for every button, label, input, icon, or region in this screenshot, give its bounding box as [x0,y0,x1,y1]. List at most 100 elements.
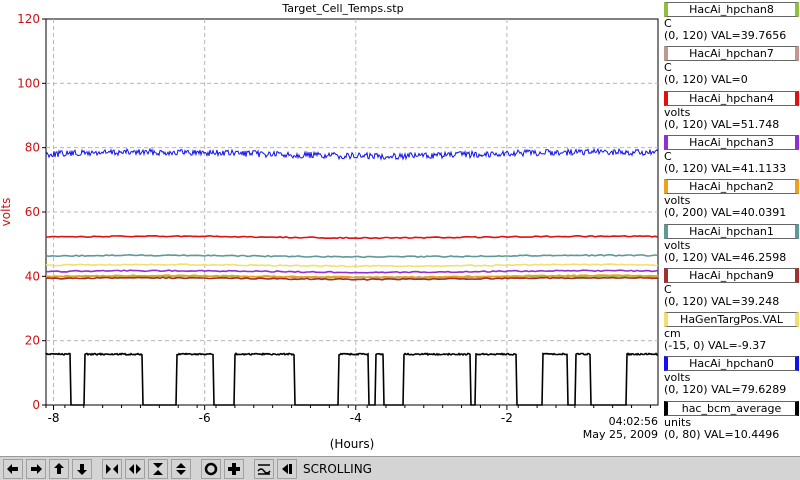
legend-range: (0, 120) [664,29,708,42]
arrow-down-icon[interactable] [72,458,92,479]
legend-series-name[interactable]: HacAi_hpchan2 [664,179,799,195]
legend-range: (0, 200) [664,206,708,220]
legend-value: VAL=79.6289 [711,383,787,397]
zoom-out-vertical-icon[interactable] [171,458,191,479]
legend-entry[interactable]: HacAi_hpchan9 C (0, 120) VAL=39.248 [662,267,800,312]
series-line-HacAi_hpchan3 [45,269,659,274]
legend-value: VAL=-9.37 [708,339,767,353]
legend-value: VAL=39.248 [711,294,780,308]
zoom-in-horizontal-icon[interactable] [102,458,122,479]
legend-units: cm [664,327,681,341]
legend-entry[interactable]: HaGenTargPos.VAL cm (-15, 0) VAL=-9.37 [662,311,800,356]
legend-units: C [664,17,672,30]
series-line-HaGenTargPos.VAL [45,263,659,268]
x-tick-label: -8 [48,411,60,425]
legend-series-name[interactable]: HacAi_hpchan3 [664,134,799,150]
series-line-HacAi_hpchan0 [45,147,659,162]
legend: HacAi_hpchan8 C (0, 120) VAL=39.7656 HacAi_… [662,0,800,455]
legend-range-value: (-15, 0) VAL=-9.37 [664,340,766,352]
legend-range: (0, 120) [664,73,708,87]
x-tick-label: -2 [501,411,513,425]
toolbar: SCROLLING [0,456,800,480]
arrow-right-icon[interactable] [26,458,46,479]
zoom-out-horizontal-icon[interactable] [125,458,145,479]
series-line-hac_bcm_average [45,352,659,406]
legend-units: C [664,282,672,296]
series-line-HacAi_hpchan4 [45,234,659,240]
legend-range: (0, 120) [664,250,708,264]
y-tick-label: 60 [25,205,40,219]
chart-area: Target_Cell_Temps.stp 0 20 40 60 80 100 120 -8 -… [0,2,659,451]
legend-range-value: (0, 120) VAL=39.7656 [664,30,786,42]
legend-units: volts [664,238,691,252]
legend-range-value: (0, 80) VAL=10.4496 [664,427,780,441]
legend-entry[interactable]: HacAi_hpchan2 volts (0, 200) VAL=40.0391 [662,178,800,223]
legend-series-name[interactable]: HacAi_hpchan4 [664,90,799,106]
legend-units: units [664,415,692,429]
legend-value: VAL=40.0391 [711,206,787,220]
plus-icon[interactable] [224,458,244,479]
zoom-in-vertical-icon[interactable] [148,458,168,479]
series-line-HacAi_hpchan1 [45,253,659,259]
legend-range: (0, 120) [664,161,708,175]
legend-entry[interactable]: hac_bcm_average units (0, 80) VAL=10.4496 [662,400,800,445]
legend-entry[interactable]: HacAi_hpchan7 C (0, 120) VAL=0 [662,45,800,90]
x-tick-label: -4 [350,411,362,425]
legend-series-name[interactable]: HacAi_hpchan0 [664,356,799,372]
legend-series-name[interactable]: HacAi_hpchan1 [664,223,799,239]
y-tick-label: 0 [32,398,40,412]
legend-series-name[interactable]: HacAi_hpchan9 [664,267,799,283]
wave-icon[interactable] [254,458,274,479]
arrow-up-icon[interactable] [49,458,69,479]
legend-units: volts [664,194,691,208]
legend-series-name[interactable]: hac_bcm_average [664,400,799,416]
series-line-HacAi_hpchan9 [45,276,659,281]
legend-units: volts [664,371,691,385]
series-line-HacAi_hpchan2 [45,274,659,279]
legend-range: (0, 120) [664,383,708,397]
legend-units: C [664,61,672,75]
legend-range-value: (0, 120) VAL=0 [664,74,748,86]
axis-layer: 0 20 40 60 80 100 120 -8 -6 -4 -2 [17,12,651,425]
y-axis-label: volts [0,198,13,227]
legend-series-name[interactable]: HacAi_hpchan8 [664,2,799,17]
legend-value: VAL=0 [711,73,748,87]
chart-title: Target_Cell_Temps.stp [281,2,403,15]
x-tick-label: -6 [199,411,211,425]
legend-value: VAL=10.4496 [704,427,780,441]
legend-range: (-15, 0) [664,339,705,353]
legend-entry[interactable]: HacAi_hpchan1 volts (0, 120) VAL=46.2598 [662,223,800,268]
legend-value: VAL=46.2598 [711,250,787,264]
legend-series-name[interactable]: HacAi_hpchan7 [664,46,799,62]
legend-value: VAL=51.748 [711,117,780,131]
legend-entry[interactable]: HacAi_hpchan8 C (0, 120) VAL=39.7656 [662,1,800,46]
circle-icon[interactable] [201,458,221,479]
legend-value: VAL=41.1133 [711,161,787,175]
y-tick-label: 100 [17,76,40,90]
date-label: May 25, 2009 [583,428,658,441]
legend-range-value: (0, 120) VAL=79.6289 [664,384,786,396]
legend-units: volts [664,105,691,119]
legend-units: C [664,149,672,163]
legend-entry[interactable]: HacAi_hpchan3 C (0, 120) VAL=41.1133 [662,134,800,179]
time-label: 04:02:56 [609,415,658,428]
y-tick-label: 40 [25,269,40,283]
series-layer [45,147,659,406]
status-text: SCROLLING [303,461,372,476]
grid [46,19,658,405]
legend-entry[interactable]: HacAi_hpchan4 volts (0, 120) VAL=51.748 [662,90,800,135]
legend-series-name[interactable]: HaGenTargPos.VAL [664,312,799,328]
y-tick-label: 120 [17,12,40,26]
legend-range: (0, 120) [664,294,708,308]
arrow-left-icon[interactable] [3,458,23,479]
x-axis-label: (Hours) [330,437,375,451]
legend-range-value: (0, 120) VAL=46.2598 [664,250,787,264]
legend-entry[interactable]: HacAi_hpchan0 volts (0, 120) VAL=79.6289 [662,355,800,400]
legend-range: (0, 120) [664,117,708,131]
legend-value: VAL=39.7656 [711,29,787,42]
legend-range-value: (0, 120) VAL=39.248 [664,294,780,308]
legend-range: (0, 80) [664,427,701,441]
y-tick-label: 20 [25,334,40,348]
arrow-left-bar-icon[interactable] [277,458,297,479]
legend-range-value: (0, 120) VAL=51.748 [664,117,780,131]
